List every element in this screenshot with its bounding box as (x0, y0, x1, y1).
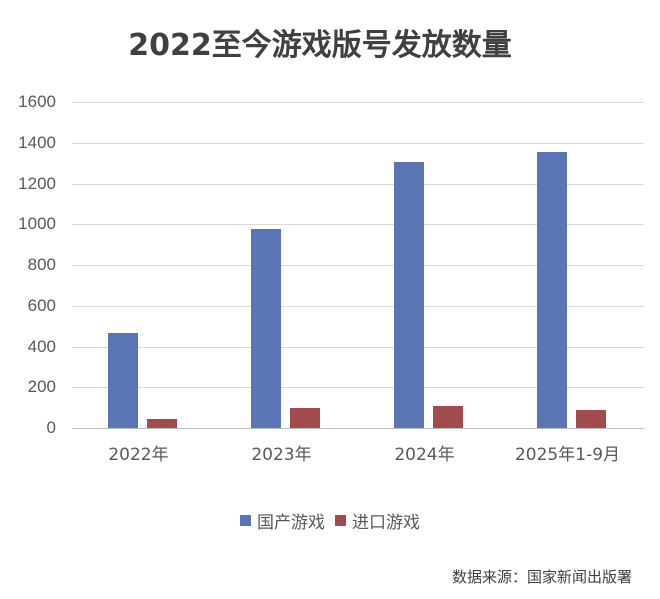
y-tick-label: 800 (27, 255, 56, 274)
bar-domestic (108, 332, 138, 428)
legend-item-import: 进口游戏 (335, 508, 420, 533)
x-tick-label: 2023年 (251, 445, 312, 465)
chart-title: 2022至今游戏版号发放数量 (128, 28, 512, 63)
y-tick-label: 1400 (18, 132, 56, 152)
gridline (72, 102, 644, 103)
bar-domestic (394, 161, 424, 428)
y-tick-label: 1200 (18, 173, 56, 193)
gridline (72, 224, 644, 226)
legend: 国产游戏 进口游戏 (0, 508, 660, 533)
y-tick-label: 0 (46, 418, 56, 437)
x-tick-label: 2025年1-9月 (514, 445, 621, 465)
bar-domestic (537, 152, 567, 428)
legend-label-domestic: 国产游戏 (257, 513, 325, 533)
bar-import (576, 410, 606, 428)
gridline (72, 265, 644, 266)
legend-label-import: 进口游戏 (352, 513, 420, 533)
gridline (72, 387, 644, 389)
legend-swatch-domestic (240, 515, 251, 526)
y-tick-label: 200 (27, 377, 56, 397)
bar-import (433, 405, 463, 428)
bar-import (290, 408, 320, 428)
y-tick-label: 1600 (18, 92, 56, 111)
gridline (72, 428, 644, 429)
legend-swatch-import (335, 515, 346, 526)
plot-area: 0 200 400 600 800 1000 1200 1400 1600 (18, 92, 644, 437)
x-tick-label: 2024年 (394, 445, 455, 465)
y-tick-label: 600 (27, 295, 56, 315)
gridline (72, 346, 644, 348)
source-note: 数据来源：国家新闻出版署 (451, 568, 632, 586)
x-tick-label: 2022年 (108, 445, 169, 465)
gridline (72, 142, 644, 144)
bar-import (147, 419, 177, 428)
y-tick-label: 400 (27, 336, 56, 356)
gridline (72, 183, 644, 185)
gridline (72, 305, 644, 307)
bar-domestic (251, 228, 281, 428)
legend-item-domestic: 国产游戏 (240, 508, 325, 533)
y-tick-label: 1000 (18, 214, 56, 234)
